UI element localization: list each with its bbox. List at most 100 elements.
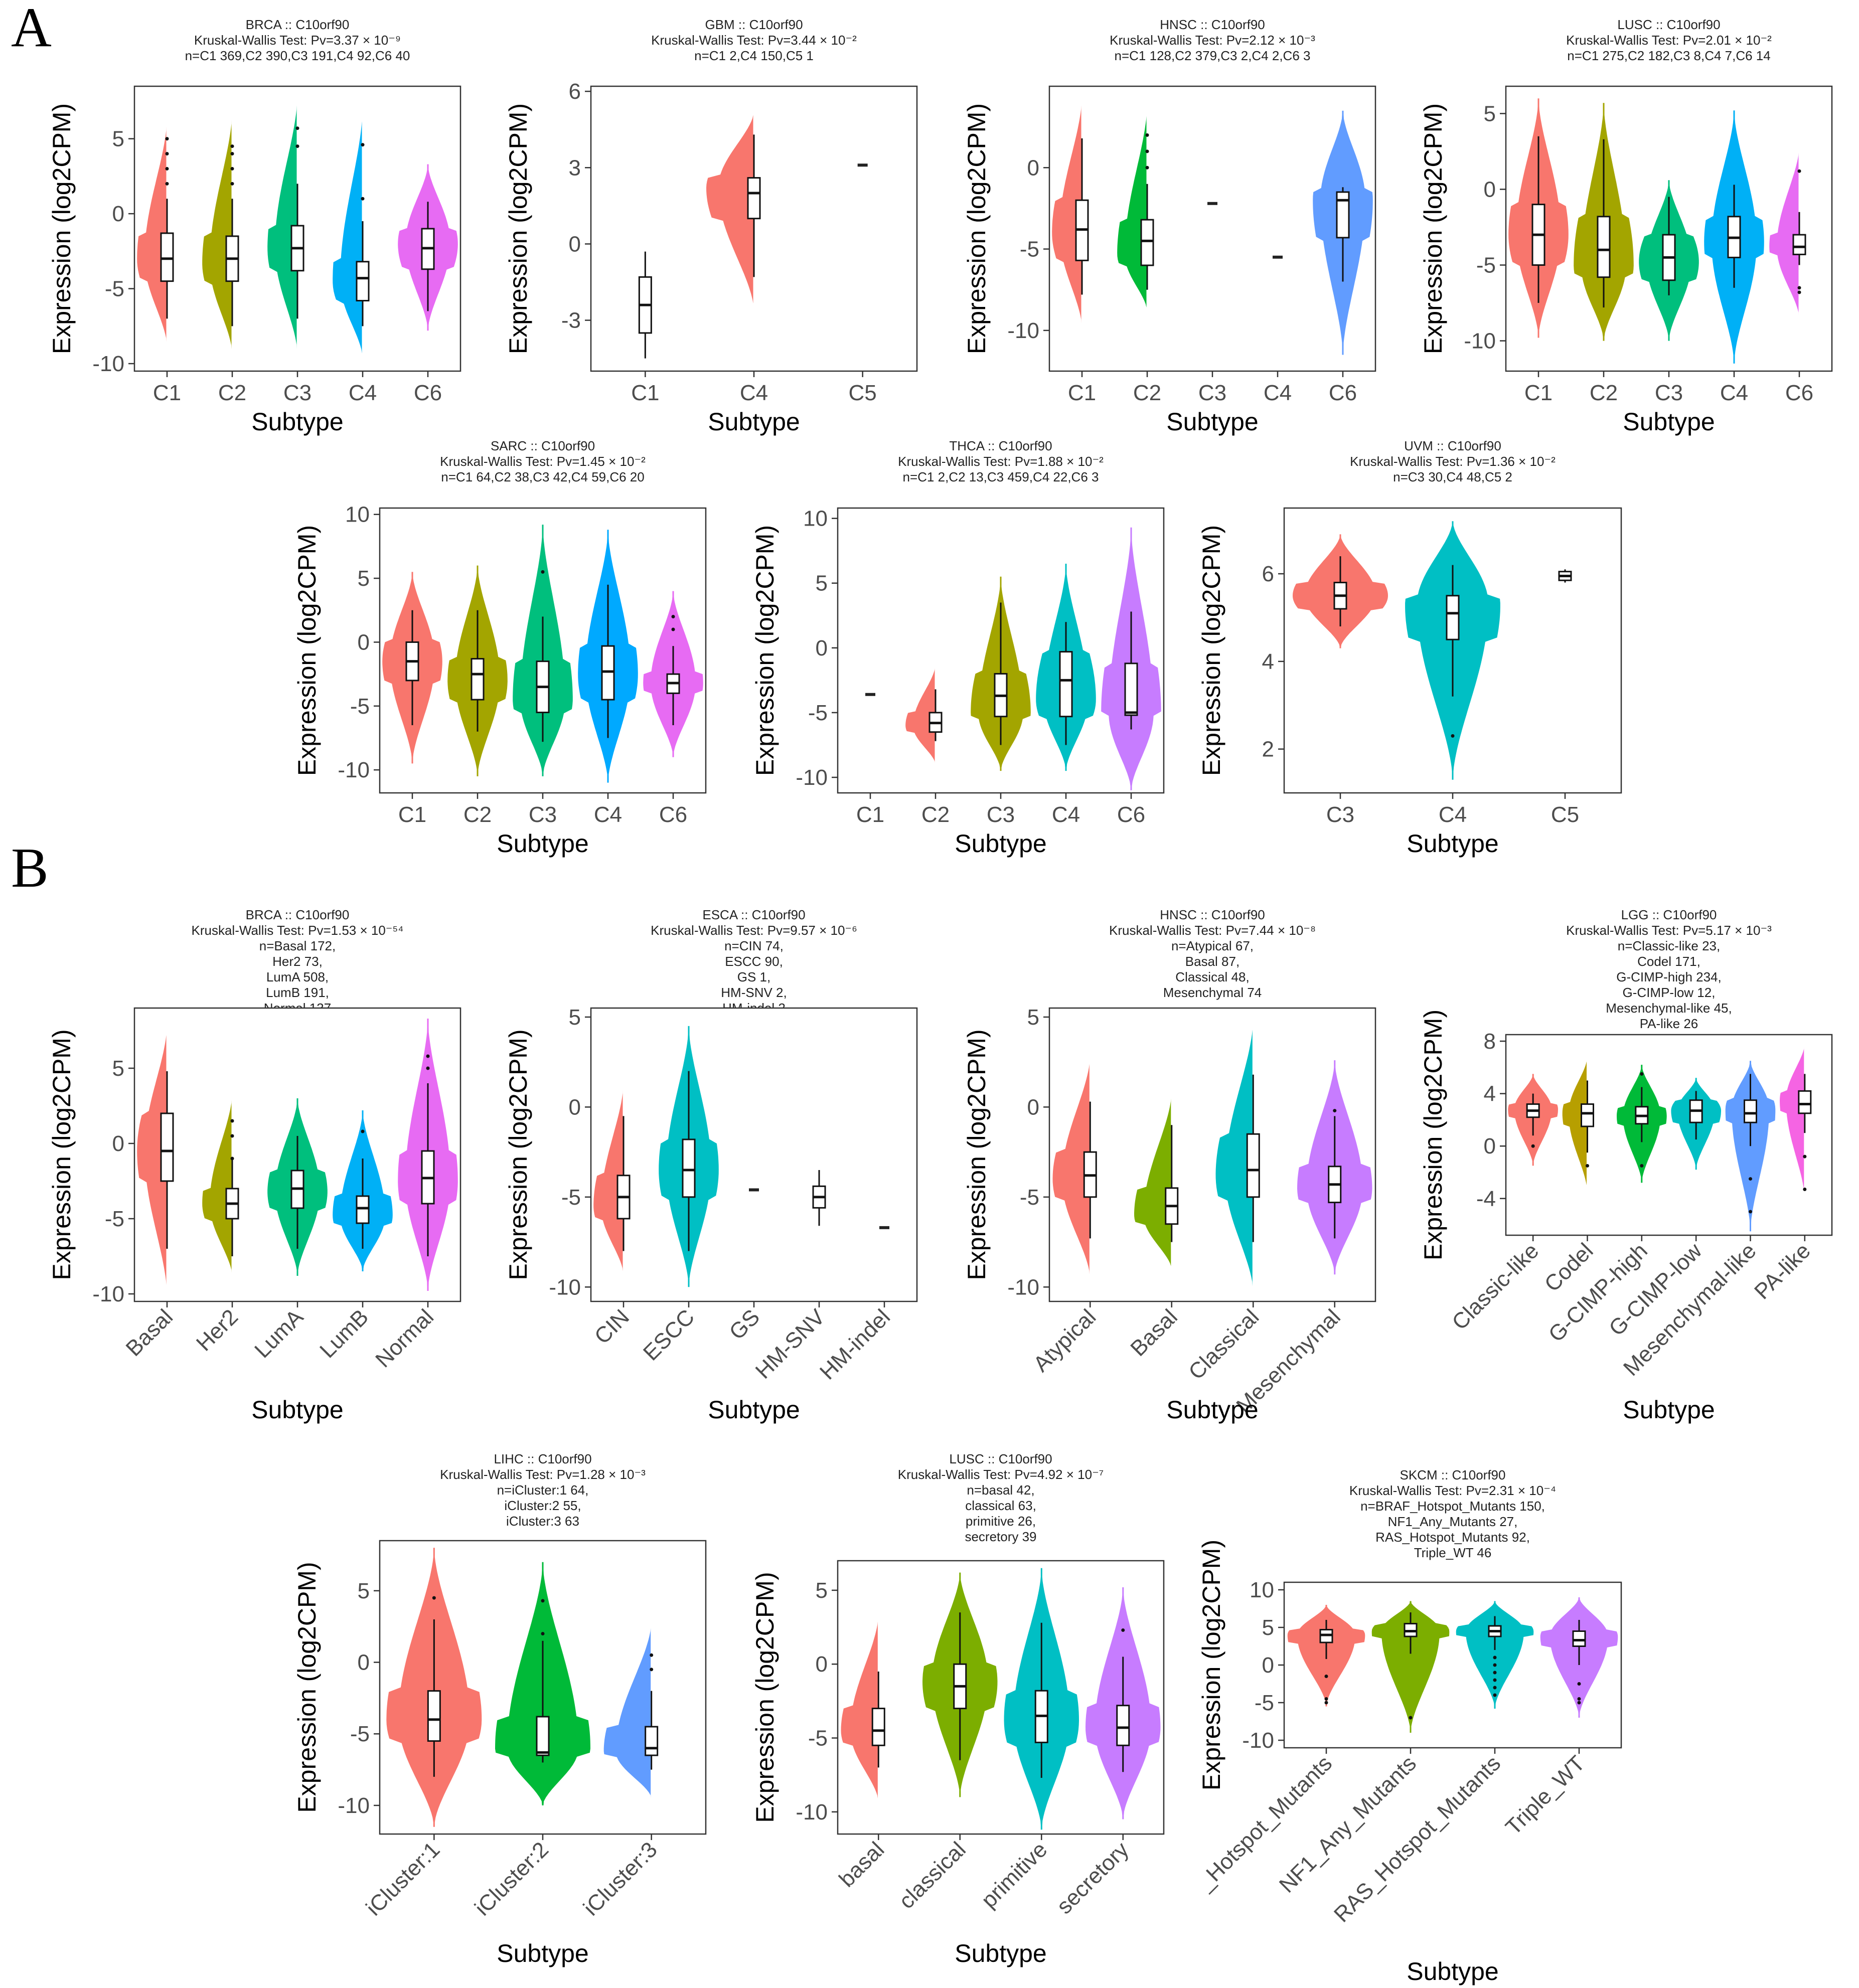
y-axis-label: Expression (log2CPM) — [48, 1029, 76, 1280]
y-tick-label: 5 — [358, 566, 370, 591]
x-tick-label: C1 — [398, 802, 426, 827]
y-tick-label: 0 — [816, 636, 828, 660]
chart-n-line: n=C3 30,C4 48,C5 2 — [1393, 469, 1512, 484]
chart-n-line: GS 1, — [737, 969, 770, 984]
y-tick-label: 5 — [358, 1579, 370, 1603]
iqr-box — [1116, 1705, 1130, 1746]
outlier-point — [165, 167, 169, 171]
y-tick-label: 4 — [1484, 1082, 1496, 1106]
violin-shape — [706, 115, 753, 310]
group-c6 — [1313, 110, 1373, 355]
x-tick-label: C5 — [1551, 802, 1579, 827]
chart-subtitle: Kruskal-Wallis Test: Pv=3.37 × 10⁻⁹ — [194, 33, 401, 48]
y-tick-label: 0 — [112, 202, 124, 226]
chart-n-line: ESCC 90, — [725, 954, 783, 969]
y-tick-label: -3 — [561, 308, 581, 333]
y-tick-label: 10 — [1250, 1578, 1274, 1602]
outlier-point — [361, 197, 365, 201]
outlier-point — [1493, 1686, 1497, 1690]
chart-subtitle: Kruskal-Wallis Test: Pv=7.44 × 10⁻⁸ — [1109, 923, 1316, 938]
x-tick-label: C3 — [1655, 381, 1683, 405]
outlier-point — [650, 1653, 654, 1657]
y-tick-label: 0 — [816, 1652, 828, 1677]
outlier-point — [650, 1668, 654, 1672]
x-axis-label: Subtype — [708, 1396, 800, 1424]
chart-n-line: Codel 171, — [1637, 954, 1700, 969]
x-axis-label: Subtype — [497, 1939, 588, 1967]
violin-shape — [333, 113, 362, 358]
x-tick-label: C4 — [1052, 802, 1080, 827]
chart-n-line: LumB 191, — [266, 985, 329, 1000]
group-escc — [659, 1026, 719, 1287]
y-tick-label: -10 — [338, 1793, 370, 1818]
chart-n-line: iCluster:3 63 — [506, 1514, 579, 1529]
y-tick-label: 5 — [569, 1005, 581, 1030]
chart-title: HNSC :: C10orf90 — [1160, 907, 1265, 922]
violin-shape — [1725, 1061, 1776, 1232]
iqr-box — [1059, 651, 1073, 718]
x-axis-label: Subtype — [1407, 1957, 1498, 1985]
outlier-point — [1577, 1701, 1581, 1705]
x-tick-label: C1 — [856, 802, 884, 827]
x-tick-label: C6 — [1785, 381, 1813, 405]
chart-n-line: n=BRAF_Hotspot_Mutants 150, — [1360, 1499, 1545, 1514]
chart-n-line: G-CIMP-low 12, — [1623, 985, 1716, 1000]
chart-title: THCA :: C10orf90 — [949, 438, 1052, 453]
chart-n-line: n=C1 128,C2 379,C3 2,C4 2,C6 3 — [1115, 48, 1311, 63]
chart-n-line: n=CIN 74, — [724, 938, 784, 953]
panel-label-b: B — [11, 837, 49, 899]
iqr-box — [356, 261, 370, 301]
violin-shape — [202, 115, 232, 354]
violin-shape — [1562, 1059, 1587, 1192]
y-tick-label: -5 — [1476, 253, 1496, 278]
outlier-point — [1797, 290, 1801, 294]
group-g-cimp-high — [1617, 1065, 1667, 1183]
outlier-point — [165, 137, 169, 141]
x-axis-label: Subtype — [497, 830, 588, 858]
y-tick-label: 8 — [1484, 1029, 1496, 1054]
group-classic-like — [1508, 1074, 1558, 1166]
iqr-box — [1744, 1099, 1757, 1123]
outlier-point — [1797, 169, 1801, 173]
chart-n-line: G-CIMP-high 234, — [1616, 969, 1722, 984]
chart-n-line: classical 63, — [965, 1498, 1036, 1513]
group--hotspot-mutants — [1287, 1605, 1365, 1707]
group-c3 — [1293, 534, 1388, 648]
outlier-point — [165, 152, 169, 156]
chart-n-line: n=iCluster:1 64, — [497, 1482, 589, 1498]
chart-title: LUSC :: C10orf90 — [1617, 17, 1720, 32]
x-tick-label: C2 — [1133, 381, 1161, 405]
group-c1 — [1508, 98, 1569, 338]
y-tick-label: -5 — [808, 701, 828, 725]
iqr-box — [747, 177, 761, 220]
y-tick-label: -4 — [1476, 1187, 1496, 1211]
outlier-point — [230, 182, 234, 186]
y-tick-label: 0 — [569, 1095, 581, 1119]
group-c3 — [1639, 180, 1699, 341]
chart-n-line: secretory 39 — [965, 1529, 1036, 1544]
panel-label-a: A — [11, 0, 52, 59]
x-tick-label: C2 — [463, 802, 492, 827]
y-axis-label: Expression (log2CPM) — [963, 1029, 991, 1280]
outlier-point — [541, 1631, 545, 1635]
chart-subtitle: Kruskal-Wallis Test: Pv=2.31 × 10⁻⁴ — [1349, 1483, 1556, 1498]
y-tick-label: -5 — [350, 1722, 370, 1746]
iqr-box — [645, 1726, 659, 1756]
x-tick-label: C2 — [218, 381, 246, 405]
chart-title: HNSC :: C10orf90 — [1160, 17, 1265, 32]
group-mesenchymal-like — [1725, 1061, 1776, 1232]
x-tick-label: C5 — [849, 381, 877, 405]
outlier-point — [1803, 1187, 1807, 1191]
iqr-box — [1140, 219, 1154, 266]
iqr-box — [1124, 662, 1138, 716]
x-tick-label: C1 — [153, 381, 181, 405]
violin-shape — [137, 1030, 167, 1294]
outlier-point — [1531, 1144, 1535, 1148]
y-tick-label: -10 — [1464, 329, 1496, 354]
violin-shape — [1052, 101, 1081, 327]
y-tick-label: -10 — [1242, 1728, 1274, 1753]
group-nf1-any-mutants — [1371, 1601, 1450, 1733]
